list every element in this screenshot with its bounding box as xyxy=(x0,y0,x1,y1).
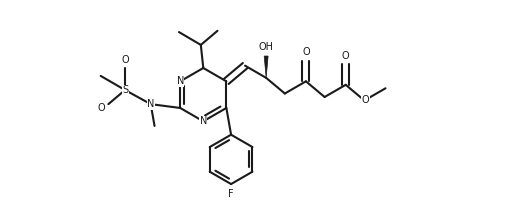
Text: N: N xyxy=(199,116,207,126)
Text: O: O xyxy=(302,47,310,57)
Text: O: O xyxy=(361,95,369,106)
Text: N: N xyxy=(177,76,184,86)
Text: OH: OH xyxy=(259,42,274,52)
Text: S: S xyxy=(122,85,128,95)
Text: O: O xyxy=(121,55,129,65)
Text: O: O xyxy=(342,51,350,61)
Text: M: M xyxy=(154,130,155,131)
Text: F: F xyxy=(228,189,234,199)
Text: N: N xyxy=(147,99,155,109)
Text: O: O xyxy=(97,103,105,113)
Polygon shape xyxy=(264,56,268,78)
